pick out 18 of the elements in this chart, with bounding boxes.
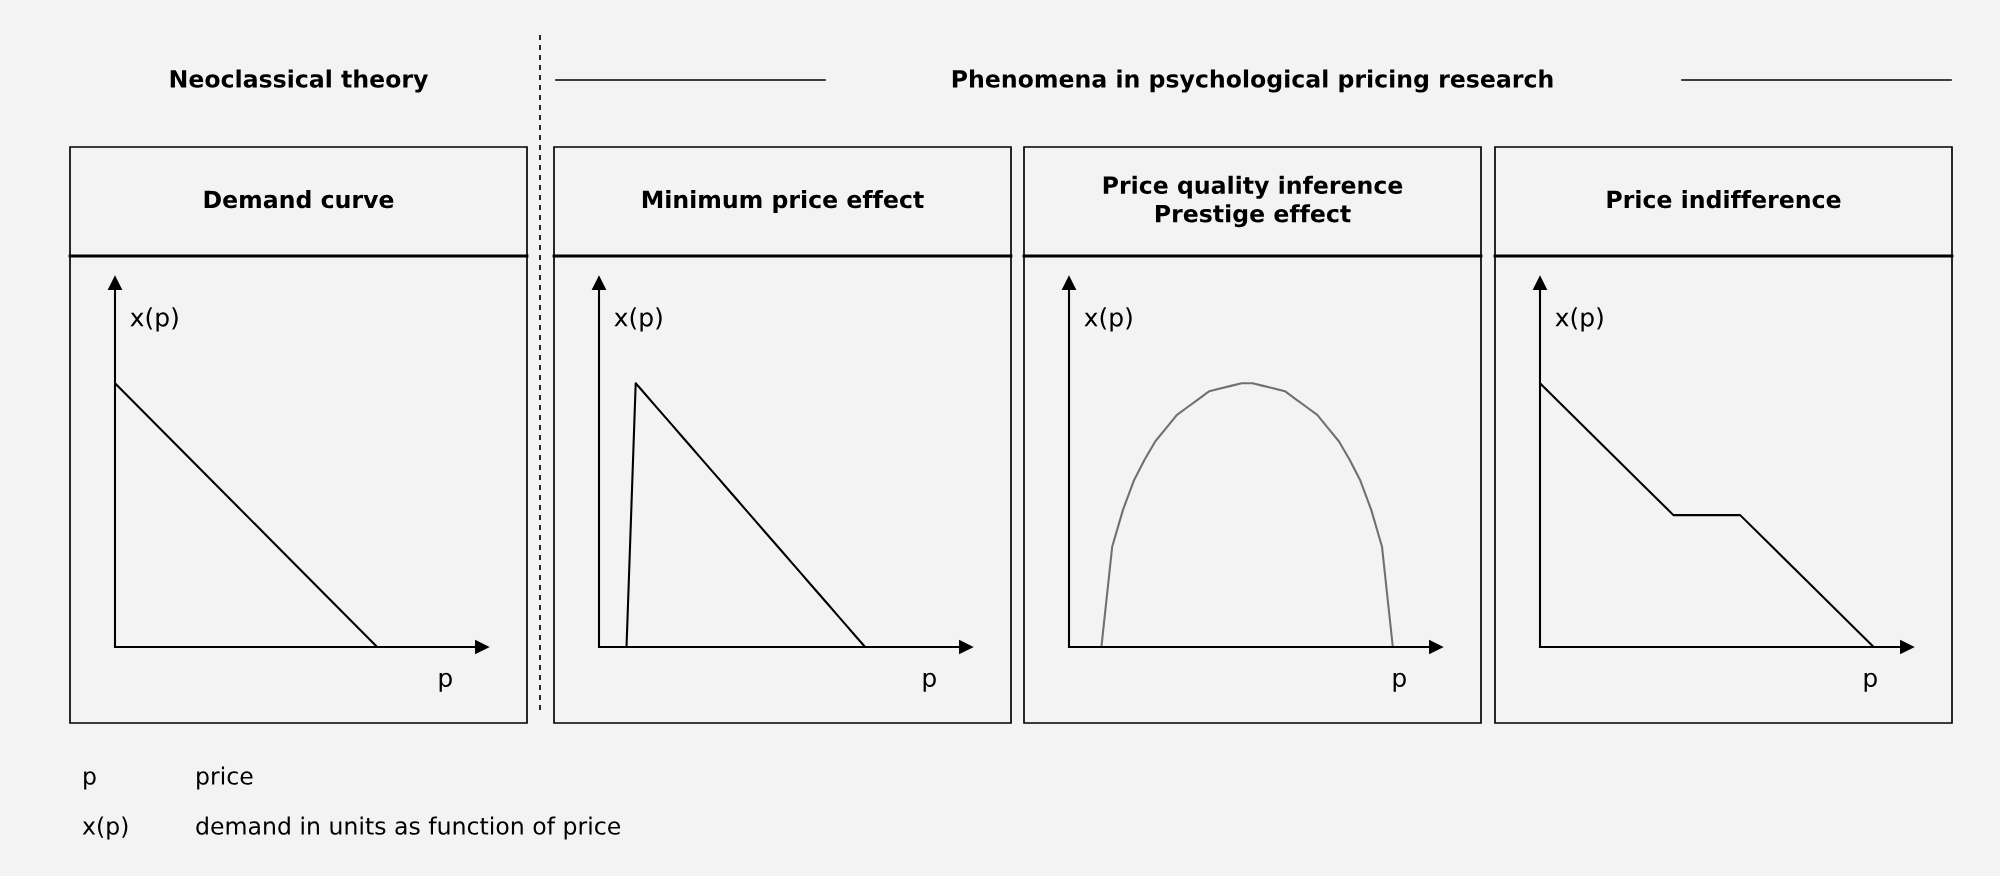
text: x(p) <box>82 816 128 840</box>
chart-title: Price quality inference Prestige effect <box>1103 175 1403 228</box>
text: demand in units as function of price <box>196 816 621 840</box>
text: price <box>197 766 253 790</box>
y-axis-title: x(p) <box>1555 307 1603 332</box>
y-axis-title: x(p) <box>614 307 662 332</box>
text: Neoclassical theory <box>170 69 428 93</box>
chart-title: Minimum price effect <box>642 190 924 213</box>
text: Phenomena in psychological pricing research <box>952 69 1553 93</box>
x-axis-title: p <box>439 672 452 692</box>
y-axis-title: x(p) <box>1084 307 1132 332</box>
text: p <box>84 771 96 790</box>
chart-title: Demand curve <box>204 190 394 209</box>
x-axis-title: p <box>1864 672 1877 692</box>
y-axis-title: x(p) <box>130 307 178 332</box>
x-axis-title: p <box>1393 672 1406 692</box>
x-axis-title: p <box>923 672 936 692</box>
chart-title: Price indifference <box>1607 190 1841 209</box>
